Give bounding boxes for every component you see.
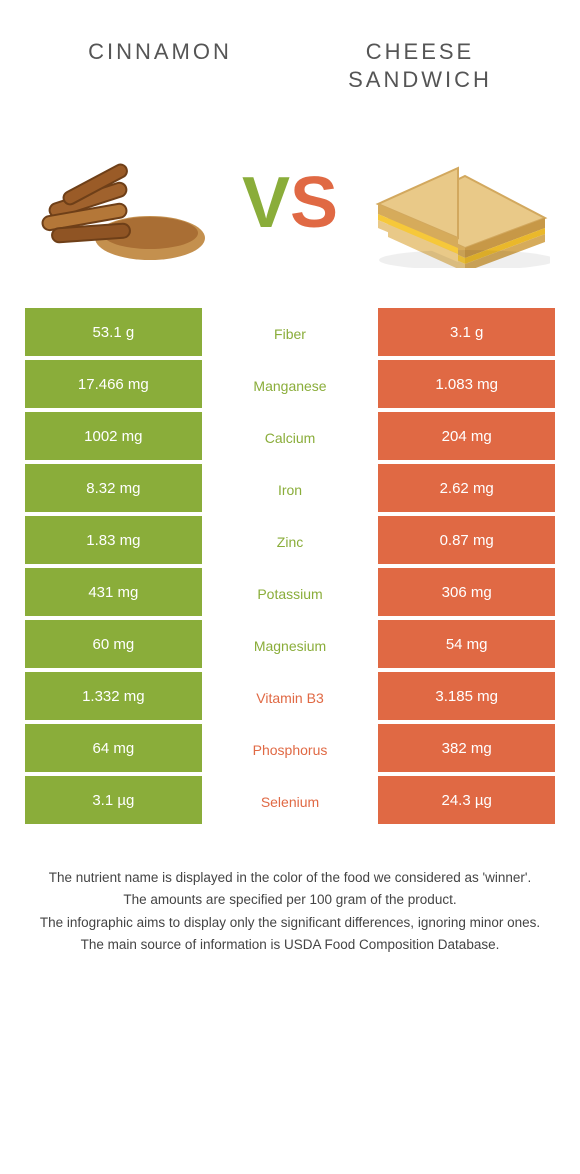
right-value-cell: 204 mg <box>378 412 555 464</box>
nutrient-name-cell: Iron <box>202 464 379 516</box>
nutrient-name-cell: Magnesium <box>202 620 379 672</box>
footnotes: The nutrient name is displayed in the co… <box>0 838 580 967</box>
left-value-cell: 53.1 g <box>25 308 202 360</box>
nutrient-name-cell: Vitamin B3 <box>202 672 379 724</box>
nutrient-name-cell: Fiber <box>202 308 379 360</box>
table-row: 1.83 mgZinc0.87 mg <box>25 516 555 568</box>
vs-s: S <box>290 162 338 244</box>
right-value-cell: 54 mg <box>378 620 555 672</box>
vs-v: V <box>242 162 290 244</box>
footnote-line: The infographic aims to display only the… <box>30 913 550 933</box>
table-row: 1.332 mgVitamin B33.185 mg <box>25 672 555 724</box>
right-value-cell: 1.083 mg <box>378 360 555 412</box>
table-row: 8.32 mgIron2.62 mg <box>25 464 555 516</box>
vs-label: VS <box>242 162 338 244</box>
table-row: 3.1 µgSelenium24.3 µg <box>25 776 555 828</box>
right-value-cell: 382 mg <box>378 724 555 776</box>
right-food-title: Cheese sandwich <box>290 38 550 93</box>
nutrient-name-cell: Manganese <box>202 360 379 412</box>
left-value-cell: 3.1 µg <box>25 776 202 828</box>
left-food-title: Cinnamon <box>30 38 290 93</box>
left-value-cell: 17.466 mg <box>25 360 202 412</box>
right-value-cell: 0.87 mg <box>378 516 555 568</box>
left-value-cell: 1002 mg <box>25 412 202 464</box>
cinnamon-image <box>30 138 210 268</box>
right-value-cell: 306 mg <box>378 568 555 620</box>
hero-row: VS <box>0 123 580 298</box>
left-value-cell: 8.32 mg <box>25 464 202 516</box>
left-value-cell: 64 mg <box>25 724 202 776</box>
table-row: 17.466 mgManganese1.083 mg <box>25 360 555 412</box>
table-row: 60 mgMagnesium54 mg <box>25 620 555 672</box>
footnote-line: The nutrient name is displayed in the co… <box>30 868 550 888</box>
table-row: 64 mgPhosphorus382 mg <box>25 724 555 776</box>
footnote-line: The main source of information is USDA F… <box>30 935 550 955</box>
header: Cinnamon Cheese sandwich <box>0 0 580 123</box>
table-row: 53.1 gFiber3.1 g <box>25 308 555 360</box>
nutrient-name-cell: Selenium <box>202 776 379 828</box>
right-value-cell: 3.185 mg <box>378 672 555 724</box>
left-value-cell: 1.83 mg <box>25 516 202 568</box>
nutrient-name-cell: Phosphorus <box>202 724 379 776</box>
cheese-sandwich-image <box>370 138 550 268</box>
table-row: 1002 mgCalcium204 mg <box>25 412 555 464</box>
left-value-cell: 60 mg <box>25 620 202 672</box>
nutrient-name-cell: Potassium <box>202 568 379 620</box>
footnote-line: The amounts are specified per 100 gram o… <box>30 890 550 910</box>
left-value-cell: 1.332 mg <box>25 672 202 724</box>
nutrient-table: 53.1 gFiber3.1 g17.466 mgManganese1.083 … <box>0 298 580 838</box>
table-row: 431 mgPotassium306 mg <box>25 568 555 620</box>
nutrient-name-cell: Calcium <box>202 412 379 464</box>
right-value-cell: 3.1 g <box>378 308 555 360</box>
nutrient-name-cell: Zinc <box>202 516 379 568</box>
right-value-cell: 2.62 mg <box>378 464 555 516</box>
left-value-cell: 431 mg <box>25 568 202 620</box>
right-value-cell: 24.3 µg <box>378 776 555 828</box>
